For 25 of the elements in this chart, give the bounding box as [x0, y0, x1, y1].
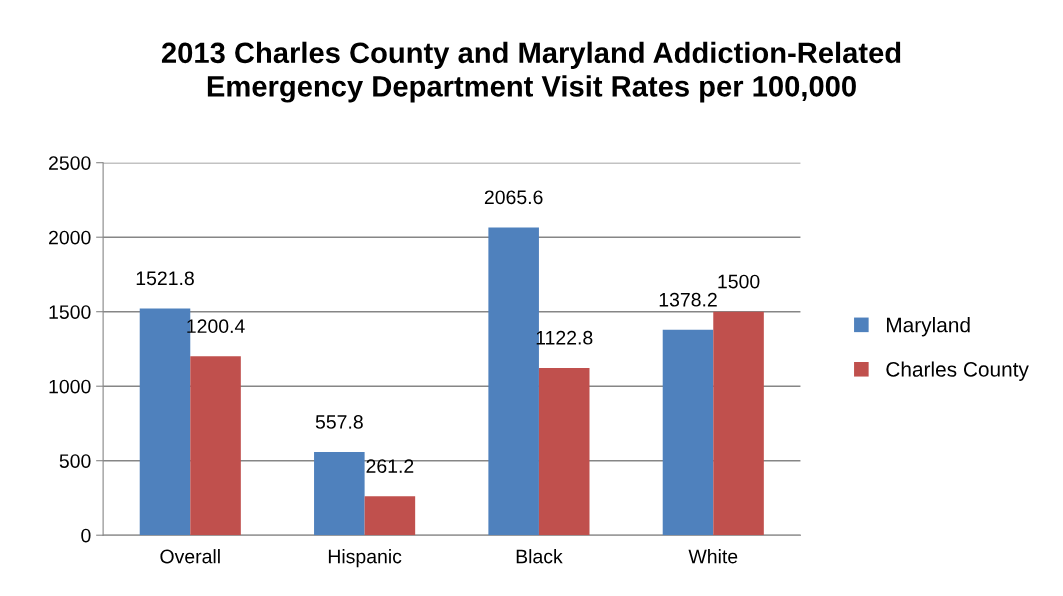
data-label: 2065.6 — [484, 190, 543, 205]
data-label: 1500 — [718, 274, 760, 289]
bar — [314, 452, 365, 536]
y-tick-label: 2500 — [49, 156, 91, 170]
bar — [190, 356, 241, 536]
y-tick-label: 2000 — [49, 230, 91, 245]
data-label: 261.2 — [366, 459, 414, 473]
legend-label: Maryland — [887, 317, 970, 337]
bar — [662, 329, 714, 536]
data-label: 557.8 — [315, 415, 363, 429]
x-tick-label: Overall — [160, 549, 220, 564]
y-tick-label: 1000 — [49, 379, 91, 394]
y-tick-label: 0 — [81, 528, 91, 543]
bar — [713, 311, 764, 536]
data-label: 1378.2 — [659, 292, 717, 307]
data-label: 1521.8 — [136, 271, 194, 286]
x-tick-label: Hispanic — [328, 549, 402, 568]
x-tick-label: White — [688, 549, 738, 564]
y-tick-label: 500 — [59, 454, 91, 468]
legend-label: Charles County — [886, 361, 1029, 381]
chart-title: 2013 Charles County and Maryland Addiction-Related Emergency Department Visit Rates per 100,000 — [161, 41, 901, 103]
bar — [364, 496, 416, 536]
bar — [538, 367, 590, 536]
x-tick-label: Black — [516, 549, 563, 564]
y-tick-label: 1500 — [49, 305, 91, 319]
